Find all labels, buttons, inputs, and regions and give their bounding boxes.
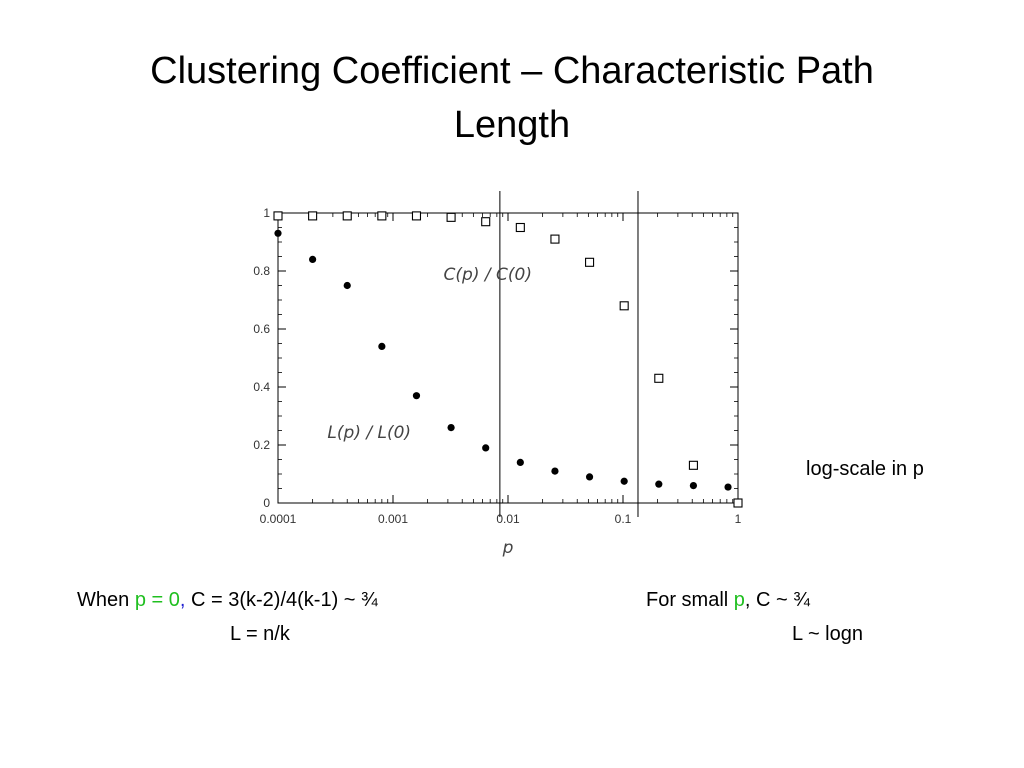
right-note-line-1: For small p, C ~ ¾ [646,589,810,612]
c-ratio-point [273,211,283,221]
c-ratio-point [733,498,743,508]
y-tick-label: 0.8 [253,264,270,278]
y-tick-label: 1 [263,206,270,220]
plot-frame [277,212,739,504]
clustering-formula: C = 3(k-2)/4(k-1) ~ ¾ [185,589,378,611]
l-ratio-point [551,467,559,475]
x-tick-label: 0.1 [615,512,632,526]
l-series-label: L(p) / L(0) [327,423,411,443]
y-tick-label: 0.2 [253,438,270,452]
scatter-chart: 0.0001 0.001 0.01 0.1 1 0 0.2 0.4 0.6 0.8 1 p C(p) /… [253,191,743,558]
l-ratio-point [378,342,386,350]
c-ratio-point [342,211,352,221]
small-p: p [733,589,745,611]
c-ratio-point [654,373,664,383]
c-ratio-point [585,257,595,267]
left-note-line-2: L = n/k [230,623,290,645]
l-ratio-point [655,480,663,488]
c-ratio-point [515,222,525,233]
c-ratio-point [619,301,629,311]
y-tick-label: 0.6 [253,322,270,336]
c-ratio-point [446,212,456,222]
c-ratio-point [308,211,318,221]
y-tick-label: 0 [263,496,270,510]
l-ratio-point [516,458,524,466]
l-ratio-point [412,392,421,400]
c-ratio-point [688,460,698,470]
log-scale-note: log-scale in p [806,458,924,480]
title-line-2: Length [453,104,571,146]
right-note-line-2: L ~ logn [792,623,863,645]
left-note-prefix: When [77,589,135,611]
l-ratio-point [482,444,490,452]
title-line-1: Clustering Coefficient – Characteristic … [150,50,874,92]
comma: , [179,589,186,611]
l-ratio-point [447,424,455,432]
right-note-prefix: For small [646,589,734,611]
right-note-suffix: , C ~ ¾ [744,589,810,611]
l-ratio-point [620,477,628,485]
x-tick-label: 0.001 [378,512,408,526]
l-ratio-point [309,255,317,263]
x-tick-label: 1 [735,512,742,526]
l-ratio-point [343,281,351,290]
l-ratio-point [274,229,282,237]
l-ratio-point [689,482,698,490]
x-tick-label: 0.0001 [260,512,297,526]
c-series-label: C(p) / C(0) [444,265,532,285]
slide-title: Clustering Coefficient – Characteristic … [0,44,1024,152]
left-note-line-1: When p = 0, C = 3(k-2)/4(k-1) ~ ¾ [77,589,378,612]
p-equals-zero: p = 0 [134,589,180,611]
y-tick-label: 0.4 [253,380,270,394]
c-ratio-point [411,211,422,221]
l-ratio-point [724,483,732,491]
c-ratio-point [550,234,560,244]
c-ratio-point [377,211,387,221]
x-tick-label: 0.01 [496,512,520,526]
l-ratio-point [585,473,594,481]
c-ratio-point [481,217,491,227]
x-axis-label: p [502,538,514,558]
